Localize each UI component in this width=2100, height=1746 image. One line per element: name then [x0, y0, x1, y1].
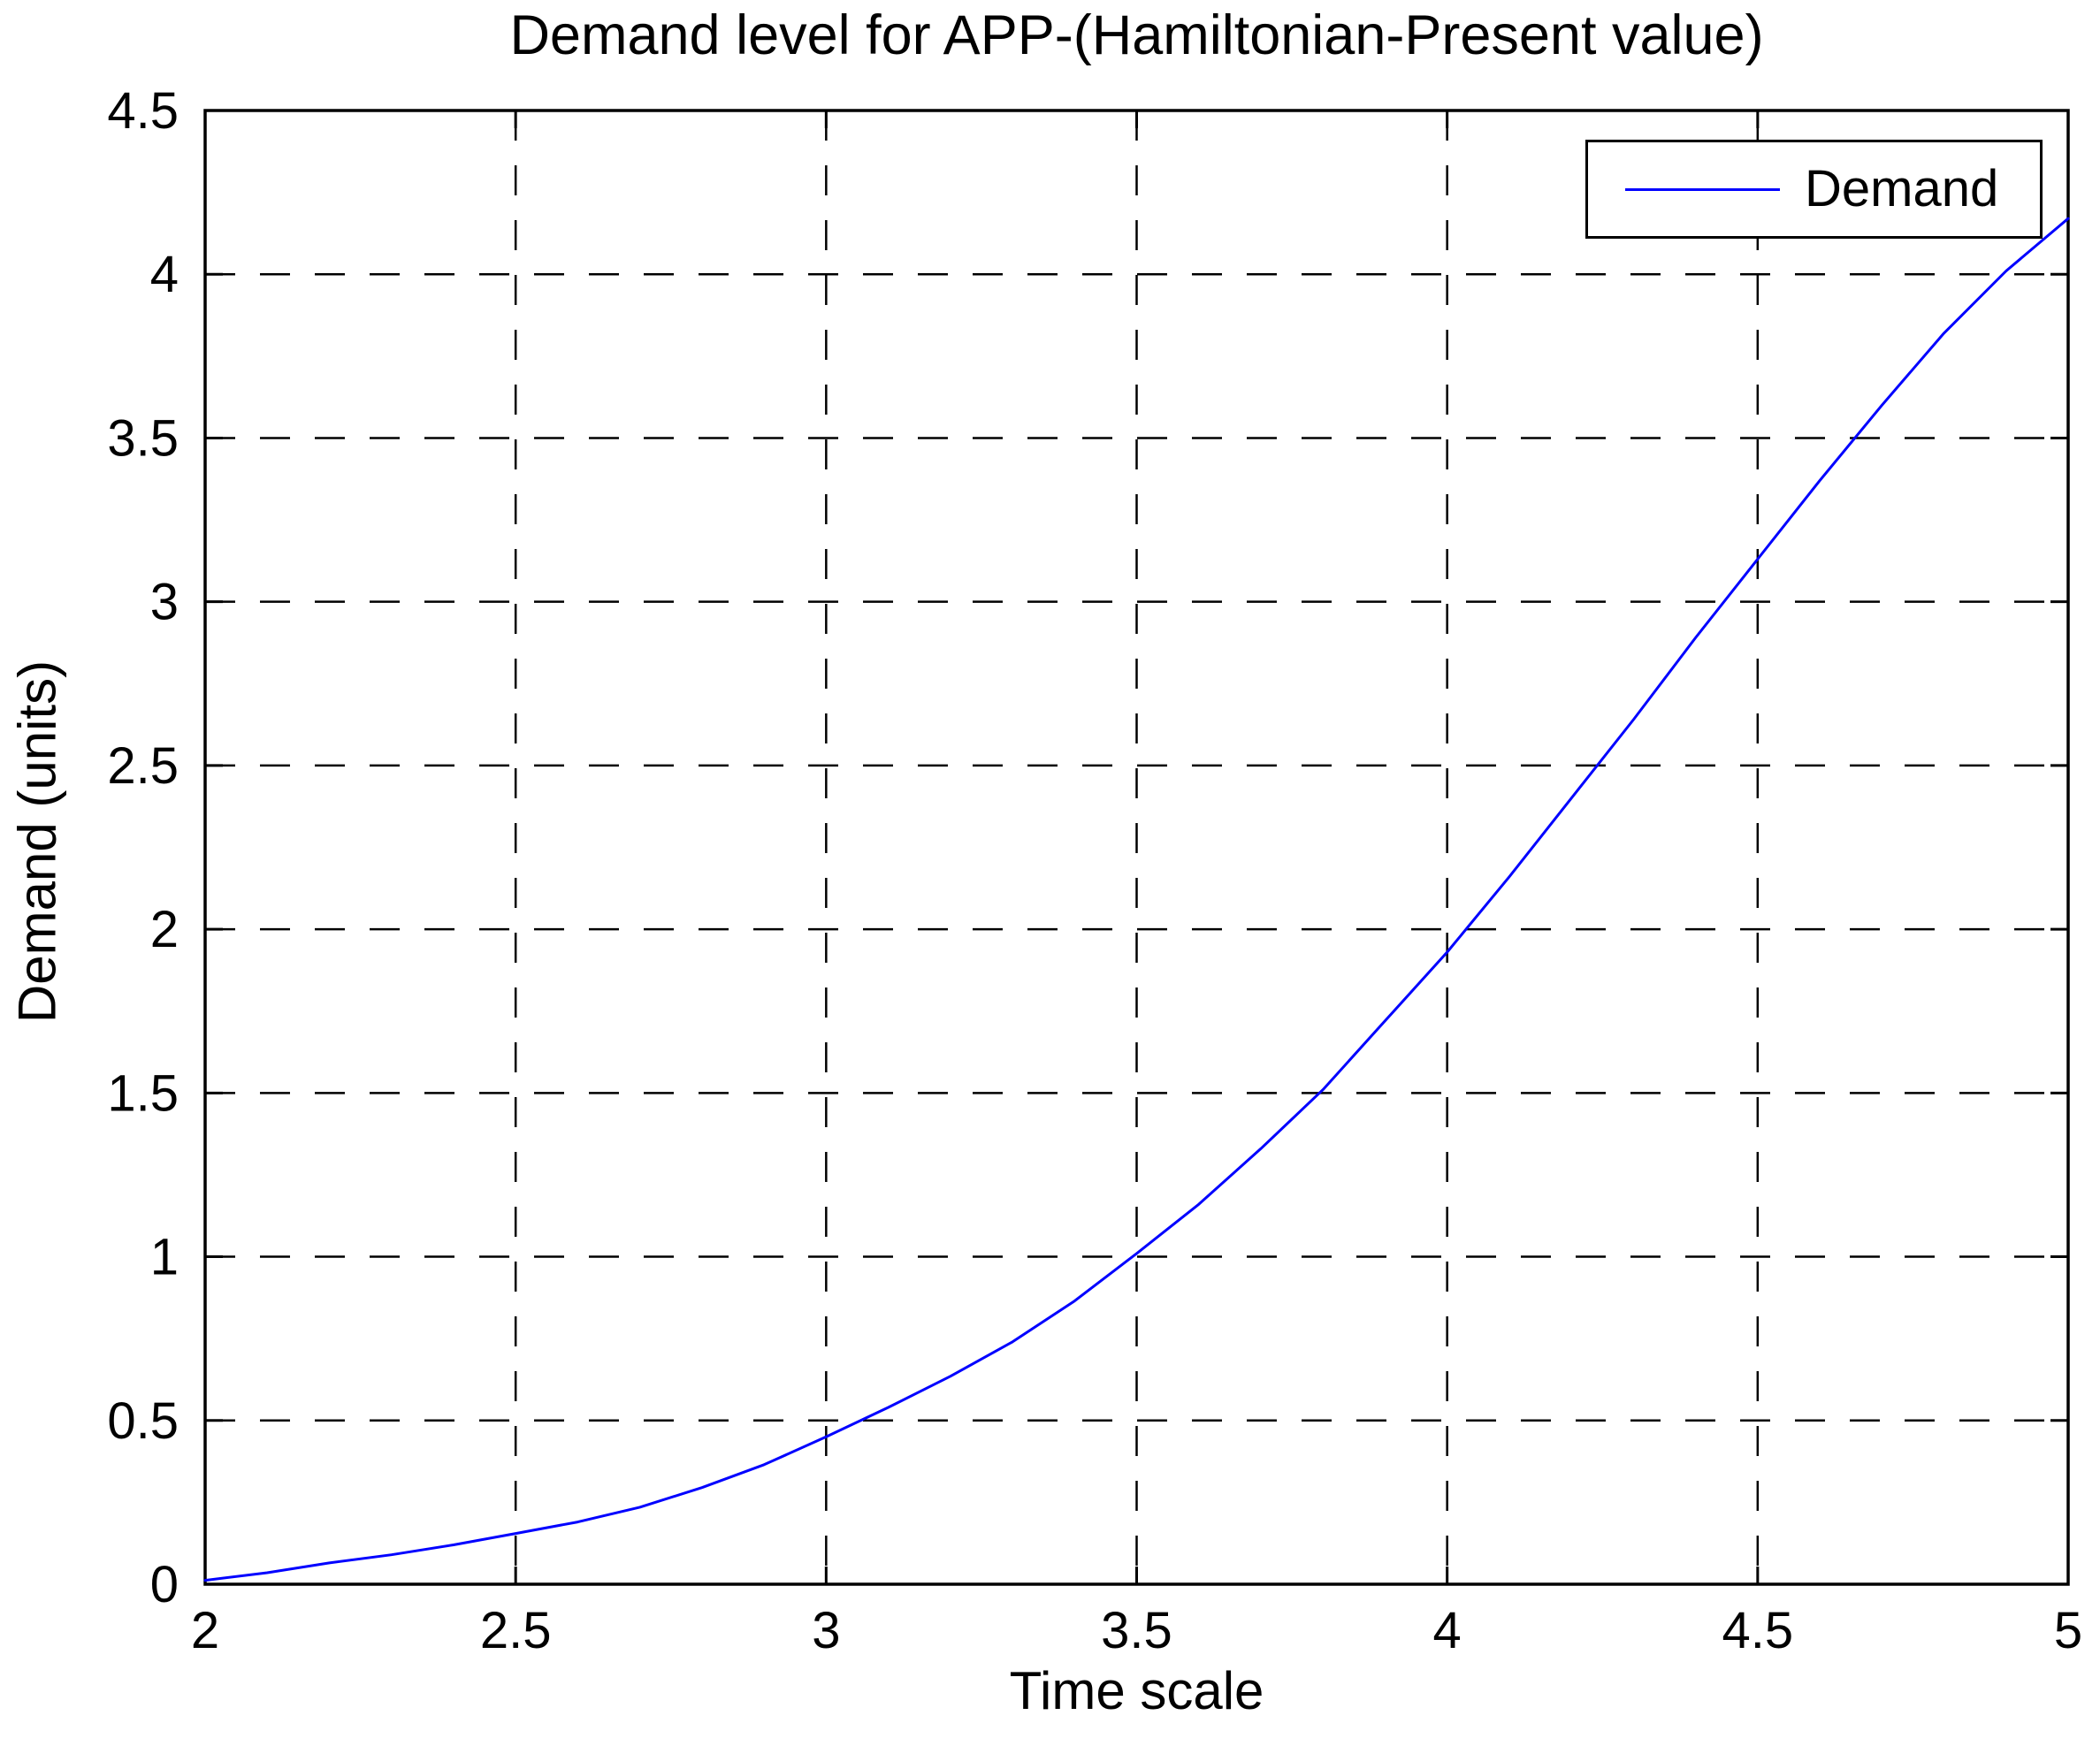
y-tick-label: 1	[150, 1229, 179, 1286]
y-tick-label: 1.5	[107, 1064, 179, 1122]
y-tick-label: 4.5	[107, 82, 179, 140]
legend: Demand	[1585, 140, 2043, 239]
x-tick-label: 3	[812, 1602, 840, 1659]
y-tick-label: 0.5	[107, 1392, 179, 1450]
y-tick-label: 4	[150, 246, 179, 303]
y-tick-label: 0	[150, 1556, 179, 1613]
x-tick-label: 2.5	[480, 1602, 552, 1659]
chart-title: Demand level for APP-(Hamiltonian-Presen…	[509, 4, 1764, 66]
x-tick-label: 2	[191, 1602, 219, 1659]
x-tick-label: 4.5	[1722, 1602, 1794, 1659]
y-tick-label: 2.5	[107, 737, 179, 795]
x-tick-label: 4	[1433, 1602, 1462, 1659]
legend-line-sample	[1625, 187, 1780, 191]
x-axis-label: Time scale	[1009, 1661, 1264, 1720]
y-axis-label: Demand (units)	[7, 660, 67, 1024]
y-tick-label: 3.5	[107, 409, 179, 467]
y-tick-label: 3	[150, 574, 179, 631]
demand-curve	[203, 217, 2070, 1582]
x-tick-label: 3.5	[1101, 1602, 1172, 1659]
x-tick-label: 5	[2054, 1602, 2082, 1659]
y-tick-label: 2	[150, 901, 179, 958]
legend-label: Demand	[1805, 160, 1999, 217]
